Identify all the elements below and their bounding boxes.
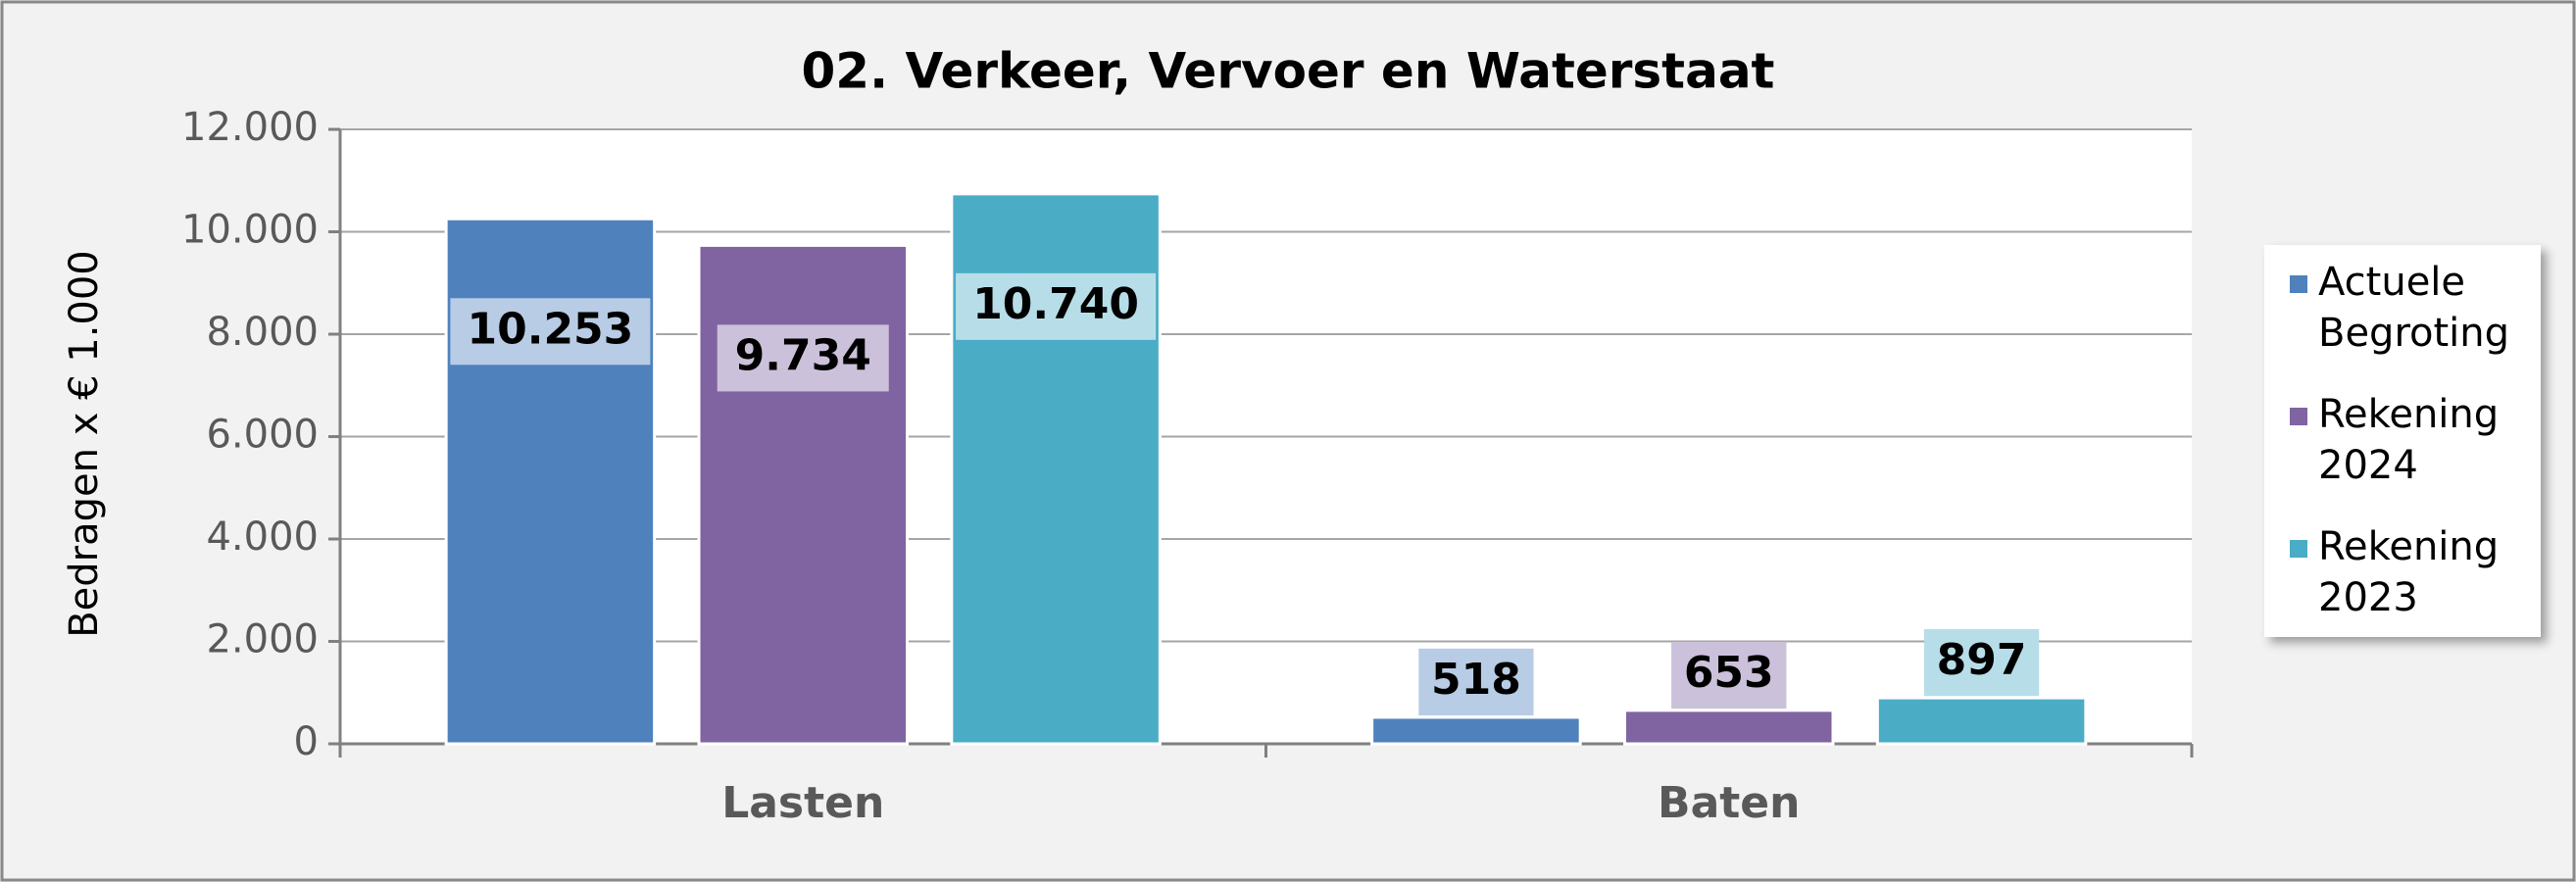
value-label: 518	[1431, 655, 1521, 705]
y-tick-label: 12.000	[181, 105, 319, 150]
value-label-bg-tint	[1671, 641, 1787, 709]
value-label-bg-tint	[1924, 629, 2040, 697]
legend-box	[2264, 245, 2541, 637]
value-label: 10.740	[972, 279, 1139, 329]
legend-swatch	[2290, 540, 2307, 558]
y-tick-label: 8.000	[206, 310, 319, 355]
y-tick-label: 6.000	[206, 413, 319, 458]
chart-title: 02. Verkeer, Vervoer en Waterstaat	[802, 43, 1775, 100]
legend-swatch	[2290, 408, 2307, 425]
value-label: 897	[1937, 635, 2027, 685]
y-tick-label: 2.000	[206, 617, 319, 662]
value-label: 9.734	[735, 330, 871, 380]
value-label: 10.253	[468, 304, 634, 354]
y-axis-label: Bedragen x € 1.000	[62, 250, 107, 638]
legend-label: Rekening 2024	[2318, 392, 2511, 488]
bar	[1370, 715, 1582, 746]
x-tick-label: Lasten	[721, 778, 884, 828]
x-tick-label: Baten	[1658, 778, 1800, 828]
bar	[697, 243, 910, 746]
value-label-bg-tint	[450, 298, 651, 366]
legend-swatch	[2290, 275, 2307, 293]
legend-label: Actuele Begroting	[2318, 260, 2509, 356]
bar	[1622, 709, 1835, 746]
legend-label: Rekening 2023	[2318, 524, 2511, 620]
value-label-bg-tint	[717, 324, 889, 392]
value-label-bg-tint	[1418, 648, 1534, 715]
y-tick-label: 4.000	[206, 514, 319, 560]
y-tick-label: 10.000	[181, 208, 319, 253]
bar	[444, 217, 657, 746]
value-label-bg-tint	[956, 272, 1157, 340]
y-tick-label: 0	[294, 719, 319, 764]
value-label: 653	[1684, 648, 1774, 698]
bar	[1875, 696, 2088, 746]
